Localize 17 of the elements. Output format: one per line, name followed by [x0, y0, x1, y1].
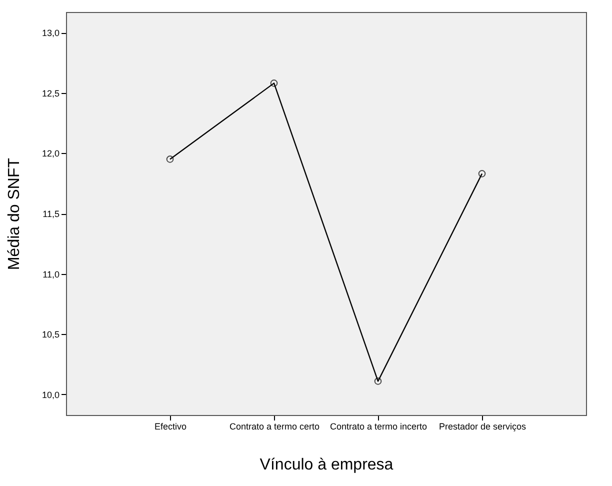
- x-tick-label: Contrato a termo incerto: [330, 422, 428, 432]
- x-tick-label: Contrato a termo certo: [229, 422, 320, 432]
- y-tick-label: 10,0: [42, 390, 60, 400]
- y-tick-label: 11,5: [42, 209, 60, 219]
- x-tick-label: Efectivo: [154, 422, 187, 432]
- point: [166, 156, 174, 163]
- y-axis-title: Média do SNFT: [6, 158, 23, 270]
- x-tick-label: Prestador de serviços: [438, 422, 527, 432]
- x-axis-title: Vínculo à empresa: [260, 456, 394, 474]
- y-tick-label: 10,5: [42, 330, 60, 340]
- point: [374, 378, 382, 385]
- y-tick-label: 12,5: [42, 88, 60, 98]
- y-tick-label: 11,0: [42, 269, 60, 280]
- y-tick-label: 12,0: [42, 148, 60, 159]
- y-tick-label: 13,0: [42, 28, 60, 38]
- point: [270, 80, 278, 87]
- point: [478, 170, 486, 178]
